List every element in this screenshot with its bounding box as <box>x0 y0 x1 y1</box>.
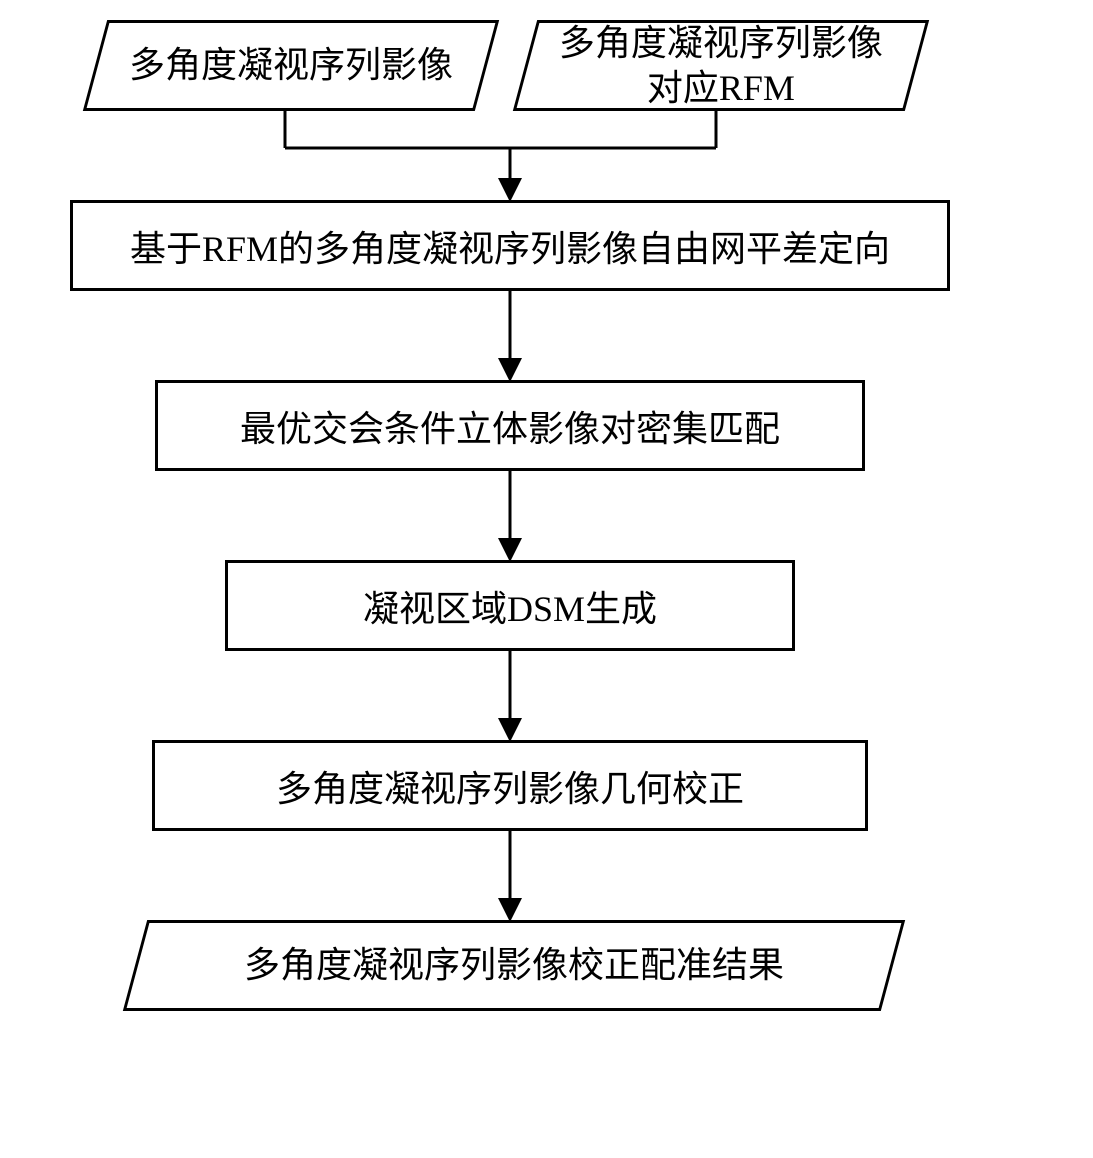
input-right-node: 多角度凝视序列影像 对应RFM <box>513 20 929 111</box>
input-right-label: 多角度凝视序列影像 对应RFM <box>559 21 883 111</box>
step1-label: 基于RFM的多角度凝视序列影像自由网平差定向 <box>130 220 890 272</box>
output-node: 多角度凝视序列影像校正配准结果 <box>123 920 905 1011</box>
input-left-node: 多角度凝视序列影像 <box>83 20 499 111</box>
input-left-label: 多角度凝视序列影像 <box>129 43 453 88</box>
output-label: 多角度凝视序列影像校正配准结果 <box>244 943 784 988</box>
step1-node: 基于RFM的多角度凝视序列影像自由网平差定向 <box>70 200 950 291</box>
merge-connector <box>285 111 716 196</box>
step4-label: 多角度凝视序列影像几何校正 <box>276 760 744 812</box>
step3-node: 凝视区域DSM生成 <box>225 560 795 651</box>
step4-node: 多角度凝视序列影像几何校正 <box>152 740 868 831</box>
step2-node: 最优交会条件立体影像对密集匹配 <box>155 380 865 471</box>
step2-label: 最优交会条件立体影像对密集匹配 <box>240 400 780 452</box>
step3-label: 凝视区域DSM生成 <box>363 580 657 632</box>
